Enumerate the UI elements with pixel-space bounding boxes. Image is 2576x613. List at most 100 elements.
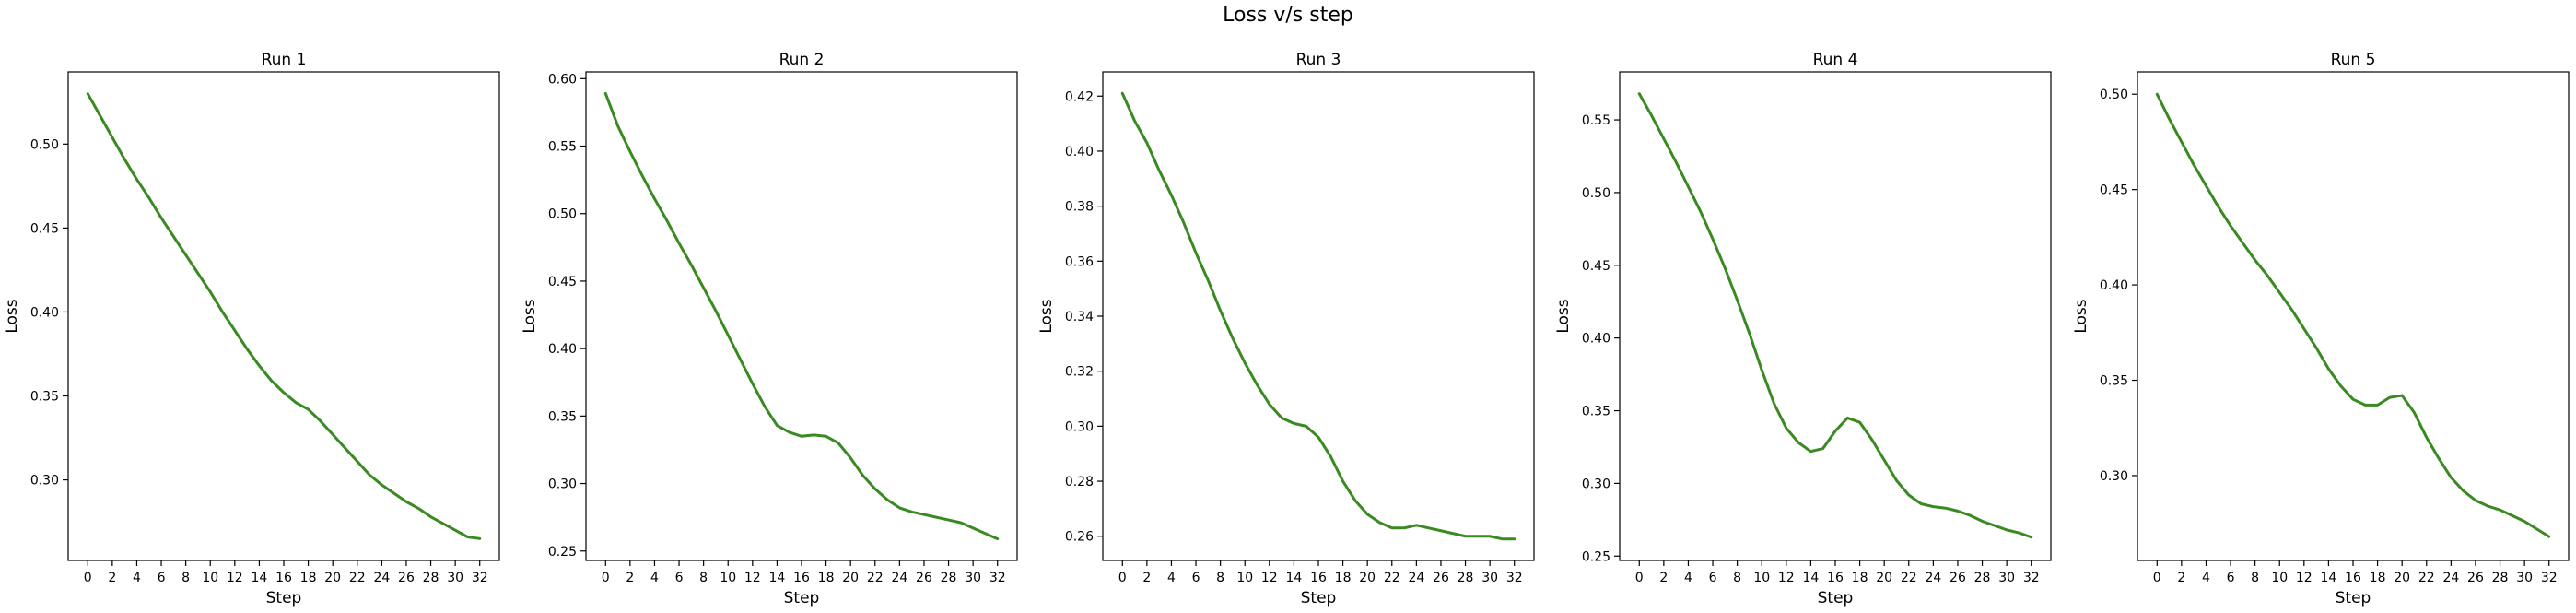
axes-frame <box>2137 71 2570 561</box>
x-tick-label: 26 <box>916 571 932 585</box>
series-line <box>86 92 482 540</box>
y-tick-label: 0.40 <box>2100 278 2128 293</box>
x-tick-label: 8 <box>699 571 708 585</box>
x-tick-label: 10 <box>2271 571 2288 585</box>
x-tick-label: 18 <box>818 571 835 585</box>
x-tick-label: 28 <box>423 571 439 585</box>
x-tick-label: 4 <box>2202 571 2210 585</box>
y-tick-label: 0.30 <box>2100 469 2128 484</box>
x-tick-label: 12 <box>744 571 761 585</box>
axes-frame <box>67 71 500 561</box>
x-tick-label: 0 <box>1635 571 1644 585</box>
y-axis-label: Loss <box>521 299 539 333</box>
y-tick-label: 0.40 <box>548 342 577 357</box>
x-tick-label: 26 <box>1950 571 1966 585</box>
x-tick-label: 0 <box>84 571 92 585</box>
y-tick-label: 0.50 <box>30 137 59 152</box>
y-tick-label: 0.35 <box>548 409 577 424</box>
x-tick-label: 30 <box>965 571 981 585</box>
x-tick-label: 4 <box>650 571 659 585</box>
y-tick-label: 0.38 <box>1065 200 1094 215</box>
y-tick-label: 0.30 <box>1065 419 1094 434</box>
x-tick-label: 20 <box>1359 571 1376 585</box>
y-tick-label: 0.55 <box>1582 113 1610 128</box>
x-tick-label: 20 <box>324 571 341 585</box>
x-tick-label: 0 <box>602 571 610 585</box>
x-tick-label: 16 <box>1827 571 1844 585</box>
x-tick-label: 20 <box>1876 571 1892 585</box>
x-tick-label: 30 <box>1998 571 2015 585</box>
y-tick-label: 0.28 <box>1065 475 1094 489</box>
y-axis-label: Loss <box>1037 299 1056 333</box>
x-tick-label: 12 <box>1778 571 1795 585</box>
y-tick-label: 0.35 <box>1582 405 1610 419</box>
x-tick-label: 16 <box>275 571 292 585</box>
y-tick-label: 0.45 <box>548 275 577 289</box>
x-tick-label: 32 <box>989 571 1006 585</box>
x-tick-label: 20 <box>2394 571 2410 585</box>
x-tick-label: 14 <box>1285 571 1302 585</box>
x-tick-label: 2 <box>1659 571 1668 585</box>
x-tick-label: 24 <box>1925 571 1941 585</box>
x-tick-label: 24 <box>373 571 390 585</box>
chart-panel-5: Run 50 2 4 6 8 10 12 14 16 18 20 22 24 26 28 30 320.300.… <box>2072 51 2570 607</box>
series-line <box>1120 91 1516 541</box>
x-tick-label: 22 <box>867 571 884 585</box>
x-tick-label: 28 <box>1974 571 1991 585</box>
series-line <box>603 91 1000 541</box>
y-tick-label: 0.45 <box>1582 259 1610 274</box>
x-tick-label: 24 <box>2442 571 2459 585</box>
y-tick-label: 0.50 <box>548 207 577 222</box>
x-tick-label: 0 <box>1118 571 1127 585</box>
x-tick-label: 24 <box>1408 571 1424 585</box>
x-tick-label: 10 <box>1236 571 1253 585</box>
x-tick-label: 12 <box>227 571 243 585</box>
y-tick-label: 0.26 <box>1065 530 1094 545</box>
x-tick-label: 30 <box>447 571 463 585</box>
x-tick-label: 10 <box>720 571 736 585</box>
y-tick-label: 0.50 <box>1582 186 1610 201</box>
x-tick-label: 30 <box>2516 571 2533 585</box>
y-tick-label: 0.30 <box>548 477 577 492</box>
panel-title: Run 5 <box>2331 51 2376 69</box>
x-tick-label: 32 <box>1506 571 1523 585</box>
y-tick-label: 0.55 <box>548 140 577 155</box>
x-tick-label: 6 <box>1709 571 1717 585</box>
x-tick-label: 14 <box>2320 571 2336 585</box>
x-tick-label: 32 <box>2541 571 2558 585</box>
y-axis-label: Loss <box>1554 299 1573 333</box>
x-tick-label: 14 <box>1802 571 1819 585</box>
series-line <box>1637 92 2033 539</box>
y-tick-label: 0.50 <box>2100 88 2128 102</box>
x-axis-label: Step <box>784 589 820 607</box>
axes-frame <box>585 71 1018 561</box>
x-tick-label: 8 <box>181 571 190 585</box>
x-tick-label: 28 <box>941 571 957 585</box>
x-tick-label: 20 <box>842 571 859 585</box>
series-line <box>2155 92 2551 538</box>
figure-title: Loss v/s step <box>1223 4 1353 27</box>
x-tick-label: 8 <box>1733 571 1741 585</box>
x-tick-label: 22 <box>1901 571 1917 585</box>
chart-panel-4: Run 40 2 4 6 8 10 12 14 16 18 20 22 24 26 28 30 320.250.… <box>1554 51 2052 607</box>
panel-title: Run 1 <box>262 51 307 69</box>
axes-frame <box>1102 71 1535 561</box>
x-tick-label: 10 <box>202 571 218 585</box>
x-tick-label: 6 <box>675 571 684 585</box>
x-axis-label: Step <box>266 589 302 607</box>
x-tick-label: 4 <box>133 571 141 585</box>
x-tick-label: 24 <box>891 571 907 585</box>
x-tick-label: 22 <box>2418 571 2435 585</box>
x-tick-label: 8 <box>1216 571 1224 585</box>
x-tick-label: 12 <box>2296 571 2313 585</box>
x-tick-label: 6 <box>2227 571 2235 585</box>
panel-title: Run 2 <box>779 51 825 69</box>
y-tick-label: 0.36 <box>1065 254 1094 269</box>
x-tick-label: 10 <box>1753 571 1770 585</box>
x-tick-label: 32 <box>2023 571 2040 585</box>
x-tick-label: 12 <box>1261 571 1278 585</box>
x-tick-label: 18 <box>2370 571 2386 585</box>
x-tick-label: 16 <box>793 571 810 585</box>
